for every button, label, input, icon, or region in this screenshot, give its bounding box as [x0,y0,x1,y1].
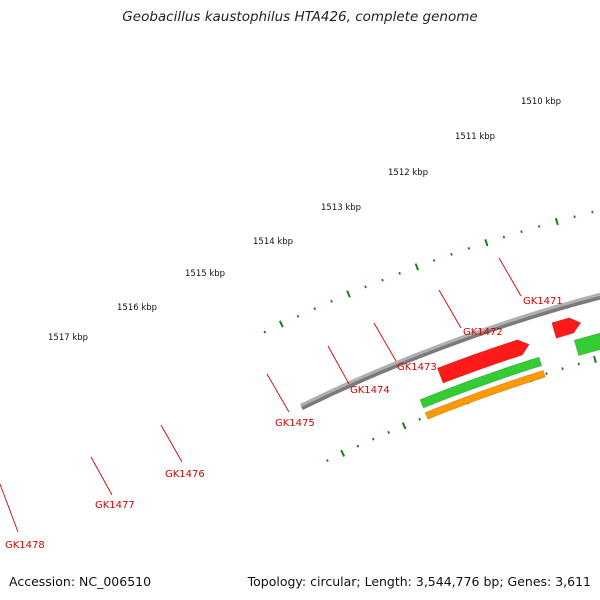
gene-leader-line [160,424,183,463]
tick-mark [450,252,453,256]
tick-mark [561,367,564,371]
tick-mark [387,430,390,434]
gene-leader-line [438,289,462,329]
tick-mark [364,285,367,289]
kbp-label: 1514 kbp [253,237,293,247]
kbp-label: 1516 kbp [117,303,157,313]
tick-mark [296,314,300,318]
kbp-label: 1512 kbp [388,168,428,178]
gene-leader-line [327,345,350,385]
tick-mark [502,235,506,239]
genome-stats-text: Topology: circular; Length: 3,544,776 bp… [247,574,591,589]
tick-mark [398,271,401,275]
outer-tick-track [263,210,594,334]
tick-mark [537,225,541,228]
tick-mark [432,259,436,262]
tick-mark [545,372,548,376]
tick-mark [356,444,360,448]
gene-leader-line [498,257,522,297]
gene-features [419,317,600,420]
tick-mark [593,355,597,363]
tick-mark [484,239,489,247]
gene-label-gk1478: GK1478 [5,540,45,551]
tick-mark [418,417,421,421]
gene-label-gk1474: GK1474 [350,385,390,396]
tick-mark [346,290,351,298]
tick-mark [263,330,267,334]
gene-labels: GK1471 GK1472 GK1473 GK1474 GK1475 GK1476 GK14… [0,257,563,551]
backbone-line [301,296,600,410]
tick-mark [520,230,523,234]
gene-label-gk1472: GK1472 [463,327,503,338]
gene-arrow-gk1478 [436,339,530,384]
tick-mark [313,307,317,311]
genome-backbone [299,292,600,410]
gene-block-gk1476 [573,332,600,356]
tick-mark [573,215,576,219]
gene-label-gk1477: GK1477 [95,500,135,511]
map-title: Geobacillus kaustophilus HTA426, complet… [122,9,478,25]
kbp-label: 1515 kbp [185,269,225,279]
tick-mark [577,362,580,366]
tick-mark [414,263,420,271]
kbp-label: 1517 kbp [48,333,88,343]
tick-mark [330,299,333,303]
kbp-label: 1513 kbp [321,203,361,213]
kbp-labels: 1510 kbp 1511 kbp 1512 kbp 1513 kbp 1514 kbp… [48,97,561,343]
gene-block-green [419,356,543,409]
gene-label-gk1475: GK1475 [275,418,315,429]
tick-mark [326,459,329,463]
accession-text: Accession: NC_006510 [9,574,152,589]
gene-arrow-gk1477 [551,317,582,339]
gene-leader-line [266,373,290,413]
tick-mark [371,437,375,441]
tick-mark [401,422,407,430]
gene-leader-line [373,322,397,362]
gene-label-gk1473: GK1473 [397,362,437,373]
backbone-shadow [299,292,600,410]
gene-leader-line [0,483,19,533]
tick-mark [467,246,471,250]
gene-block-orange [424,370,546,420]
gene-label-gk1471: GK1471 [523,296,563,307]
gene-label-gk1476: GK1476 [165,469,205,480]
tick-mark [340,449,346,457]
gene-leader-line [90,456,113,496]
tick-mark [554,217,559,226]
kbp-label: 1510 kbp [521,97,561,107]
tick-mark [591,210,594,214]
kbp-label: 1511 kbp [455,132,495,142]
tick-mark [381,278,384,282]
tick-mark [278,320,284,328]
